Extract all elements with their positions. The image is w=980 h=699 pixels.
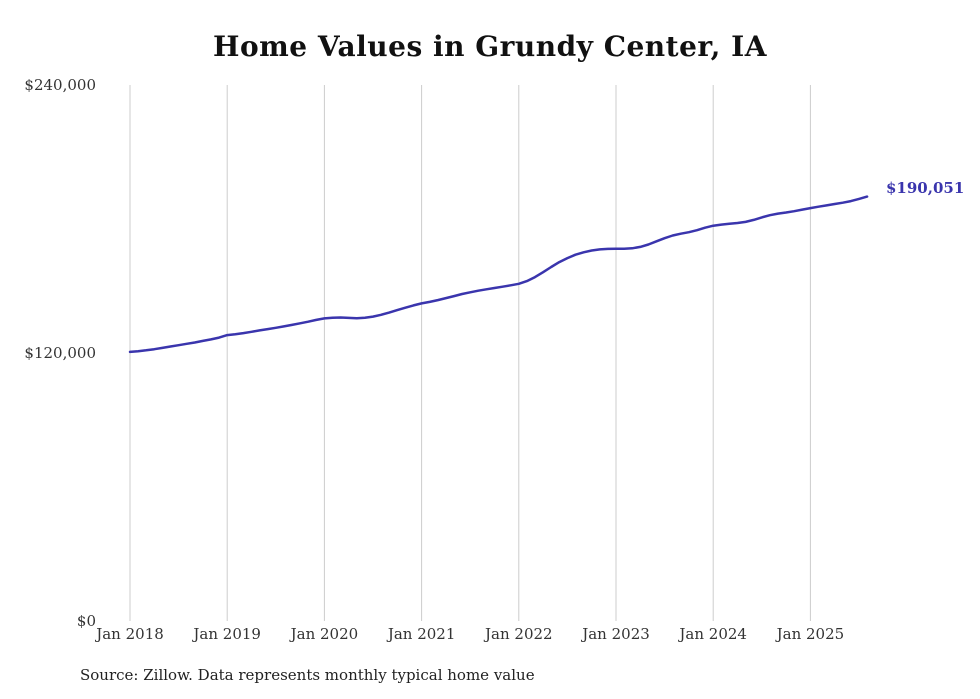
y-axis-tick-120000: $120,000 [24, 344, 96, 362]
x-axis-tick-jan-2020: Jan 2020 [290, 625, 359, 643]
y-axis-tick-0: $0 [76, 612, 96, 630]
x-axis-tick-jan-2023: Jan 2023 [582, 625, 650, 643]
x-axis-tick-jan-2021: Jan 2021 [387, 625, 456, 643]
x-axis-tick-jan-2025: Jan 2025 [776, 625, 845, 643]
chart-title: Home Values in Grundy Center, IA [213, 30, 767, 63]
source-note: Source: Zillow. Data represents monthly … [80, 666, 535, 684]
value-line [128, 195, 869, 354]
x-axis-tick-jan-2024: Jan 2024 [679, 625, 747, 643]
x-axis-tick-jan-2019: Jan 2019 [193, 625, 261, 643]
x-axis-tick-jan-2018: Jan 2018 [96, 625, 164, 643]
gridlines [129, 85, 811, 621]
end-value-label: $190,051 [886, 179, 965, 197]
x-axis-tick-jan-2022: Jan 2022 [485, 625, 553, 643]
y-axis-tick-240000: $240,000 [24, 76, 96, 94]
